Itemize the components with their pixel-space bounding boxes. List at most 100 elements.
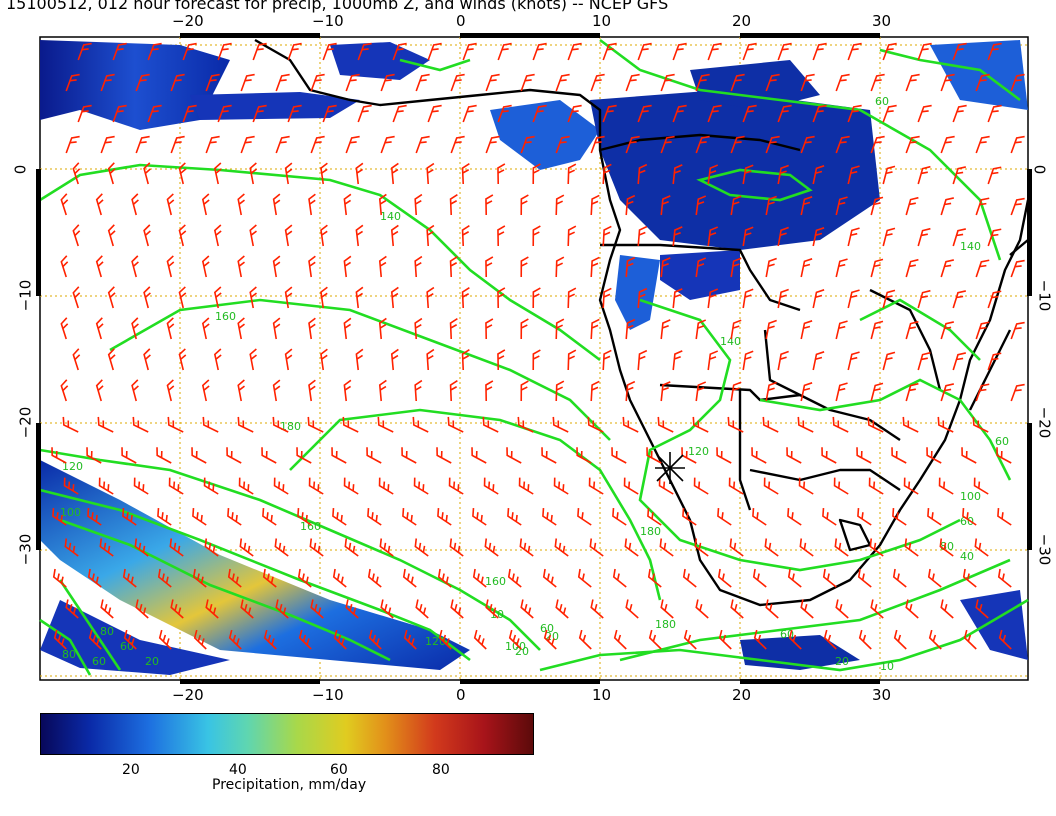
wind-barb [99,538,114,557]
wind-barb [473,629,487,650]
wind-barb [578,629,592,650]
wind-barb [812,42,827,61]
wind-barb [788,629,802,650]
wind-barb [657,416,674,433]
wind-barb [519,538,534,557]
wind-barb [380,135,395,154]
wind-barb [917,351,931,371]
wind-barb [532,349,541,371]
wind-barb [856,447,872,464]
wind-barb [332,508,347,526]
wind-barb [975,321,990,340]
contour-label: 120 [62,460,83,473]
wind-barb [975,599,989,619]
contour-label: 180 [640,525,661,538]
lon-tick-top: 20 [732,12,752,30]
wind-barb [882,165,896,185]
wind-barb [485,599,499,619]
wind-barb [158,629,172,650]
wind-barb [147,104,162,123]
wind-barb [555,73,570,92]
wind-barb [707,42,722,61]
wind-barb [65,599,79,619]
wind-barb [660,73,675,92]
wind-barb [131,193,139,216]
wind-barb [178,224,187,247]
contour-label: 80 [62,648,76,661]
wind-barb [742,164,754,185]
wind-barb [205,599,219,619]
wind-barb [821,447,837,464]
lat-tick-right: −30 [1035,533,1054,566]
wind-barb [449,318,458,340]
wind-barb [812,351,825,371]
wind-barb [660,381,671,402]
wind-barb [799,538,814,557]
wind-barb [202,416,219,433]
wind-barb [520,318,529,340]
wind-barb [532,42,547,61]
wind-barb [694,538,709,557]
wind-barb [378,477,394,495]
wind-barb [622,416,639,433]
wind-barb [52,568,67,588]
contour-label: 60 [995,435,1009,448]
contour-label: 60 [120,640,134,653]
wind-barb [366,447,382,464]
wind-barb [764,538,779,557]
wind-barb [718,629,732,650]
wind-barb [97,416,114,433]
wind-barb [727,416,744,433]
wind-barb [800,382,813,402]
wind-barb [602,104,617,123]
wind-barb [800,196,813,216]
wind-barb [60,317,69,340]
wind-barb [240,135,255,154]
contour-label: 100 [60,506,81,519]
wind-barb [765,319,777,340]
wind-barb [72,348,81,371]
wind-barb [625,599,639,619]
wind-barb [683,629,697,650]
wind-barb [590,73,605,92]
height-contours [39,38,1029,676]
wind-barb [252,42,267,61]
wind-barb [576,447,592,464]
wind-barb [390,224,399,247]
wind-barb [870,135,885,154]
wind-barb [997,508,1012,526]
wind-barb [450,73,465,92]
wind-barb [940,135,955,154]
wind-barb [296,447,312,464]
wind-barb [156,447,172,464]
wind-barb [378,317,387,340]
lat-tick-left: −20 [16,406,35,439]
wind-barb [1010,321,1025,340]
wind-barb [589,538,604,557]
wind-barb [112,104,127,123]
wind-barb [858,629,872,650]
wind-barb [552,416,569,433]
wind-barb [237,416,254,433]
wind-barb [135,73,150,92]
wind-barb [213,224,222,247]
wind-barb [730,73,745,92]
wind-barb [835,599,849,619]
wind-barb [797,416,814,433]
wind-barb [672,104,687,123]
contour-label: 40 [960,550,974,563]
wind-barb [1010,197,1025,216]
wind-barb [169,538,184,557]
wind-barb [987,166,1002,185]
wind-barb [308,317,316,340]
wind-barb [472,568,487,588]
wind-barb [695,319,707,340]
wind-barb [485,380,494,402]
wind-barb [927,568,942,588]
wind-barb [975,383,990,402]
wind-barb [647,568,662,588]
wind-barb [205,135,220,154]
wind-barb [472,508,487,526]
lon-tick-bottom: 0 [456,686,466,704]
